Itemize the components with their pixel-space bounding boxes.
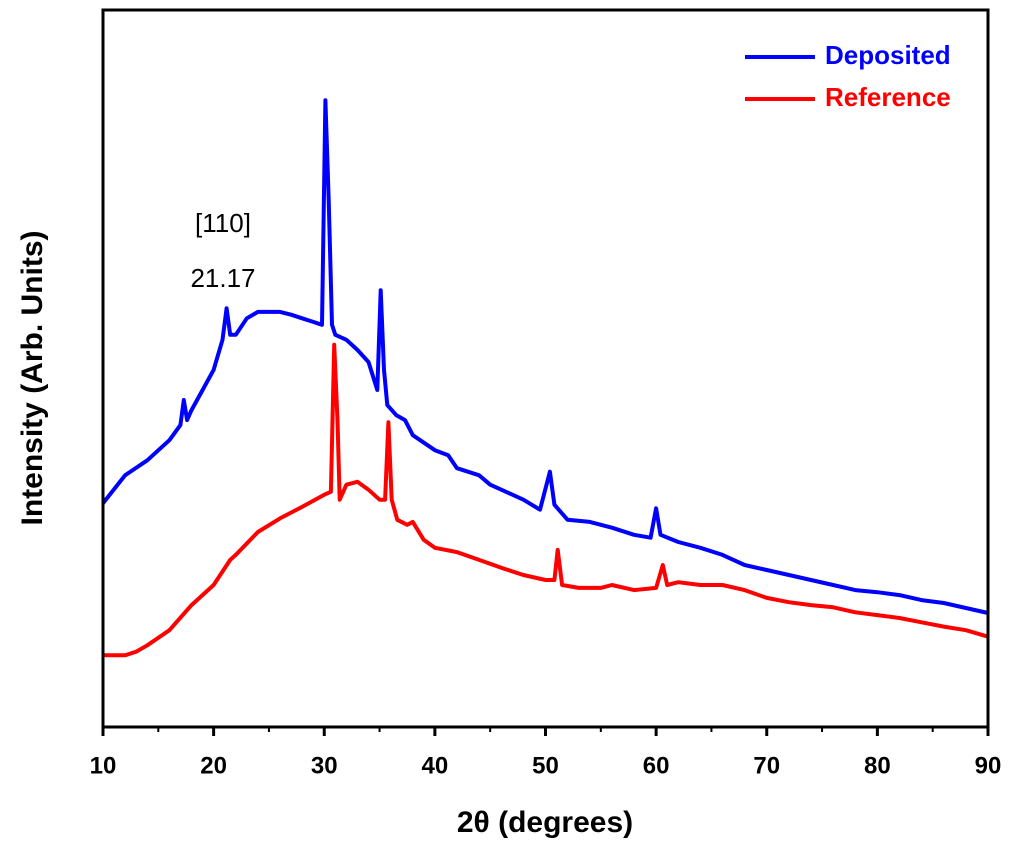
x-tick-label: 70 <box>753 752 780 779</box>
data-line <box>103 342 989 658</box>
legend-label: Reference <box>825 82 951 112</box>
annotation: 21.17 <box>190 263 255 293</box>
x-tick-label: 50 <box>532 752 559 779</box>
annotation: [110] <box>195 208 251 238</box>
x-tick-label: 90 <box>975 752 1002 779</box>
x-tick-label: 60 <box>643 752 670 779</box>
x-axis-label: 2θ (degrees) <box>457 806 633 839</box>
data-line <box>101 98 989 615</box>
legend-label: Deposited <box>825 40 951 70</box>
y-axis-label: Intensity (Arb. Units) <box>16 230 49 525</box>
x-tick-label: 80 <box>864 752 891 779</box>
x-tick-label: 40 <box>422 752 449 779</box>
plot-frame <box>101 8 990 729</box>
x-tick-label: 10 <box>90 752 117 779</box>
x-tick-label: 30 <box>311 752 338 779</box>
x-tick-label: 20 <box>200 752 227 779</box>
